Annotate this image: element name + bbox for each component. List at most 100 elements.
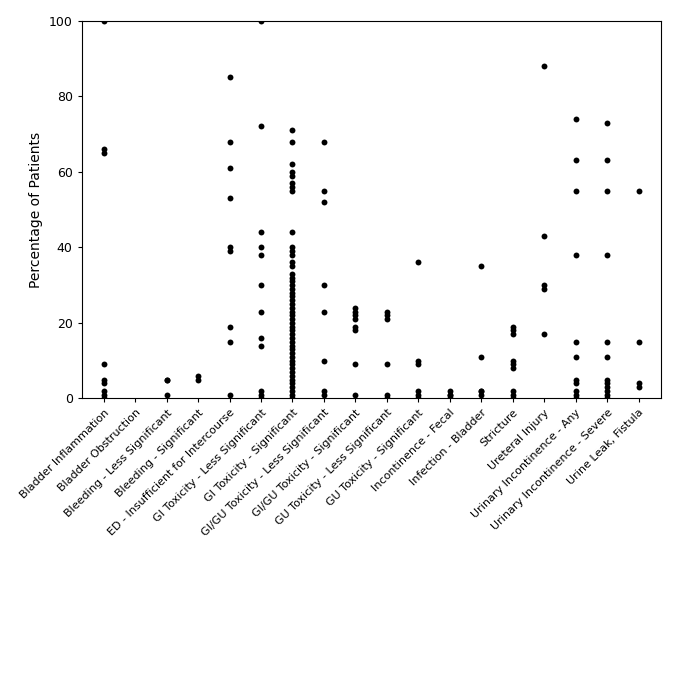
- Point: [319, 185, 330, 196]
- Point: [287, 310, 298, 321]
- Point: [224, 246, 235, 257]
- Point: [601, 185, 612, 196]
- Point: [287, 249, 298, 260]
- Point: [255, 121, 266, 132]
- Point: [476, 389, 487, 400]
- Point: [601, 382, 612, 393]
- Point: [350, 313, 361, 325]
- Point: [255, 333, 266, 344]
- Point: [287, 370, 298, 381]
- Point: [633, 337, 644, 348]
- Point: [444, 389, 455, 400]
- Point: [287, 185, 298, 196]
- Point: [224, 136, 235, 147]
- Point: [350, 310, 361, 321]
- Point: [287, 275, 298, 287]
- Point: [507, 389, 518, 400]
- Point: [350, 322, 361, 333]
- Point: [287, 329, 298, 340]
- Point: [601, 155, 612, 166]
- Point: [224, 322, 235, 333]
- Point: [476, 352, 487, 363]
- Point: [507, 393, 518, 404]
- Point: [287, 352, 298, 363]
- Y-axis label: Percentage of Patients: Percentage of Patients: [29, 131, 44, 288]
- Point: [570, 352, 581, 363]
- Point: [381, 359, 392, 370]
- Point: [287, 337, 298, 348]
- Point: [633, 185, 644, 196]
- Point: [319, 389, 330, 400]
- Point: [570, 389, 581, 400]
- Point: [570, 337, 581, 348]
- Point: [570, 374, 581, 385]
- Point: [319, 280, 330, 291]
- Point: [255, 242, 266, 253]
- Point: [507, 385, 518, 396]
- Point: [507, 325, 518, 336]
- Point: [570, 385, 581, 396]
- Point: [287, 295, 298, 306]
- Point: [476, 385, 487, 396]
- Point: [444, 389, 455, 400]
- Point: [601, 374, 612, 385]
- Point: [601, 389, 612, 400]
- Point: [539, 280, 550, 291]
- Point: [413, 257, 424, 268]
- Point: [287, 325, 298, 336]
- Point: [287, 367, 298, 378]
- Point: [381, 313, 392, 325]
- Point: [507, 363, 518, 374]
- Point: [224, 162, 235, 173]
- Point: [570, 249, 581, 260]
- Point: [287, 363, 298, 374]
- Point: [224, 193, 235, 204]
- Point: [319, 136, 330, 147]
- Point: [287, 181, 298, 192]
- Point: [193, 374, 204, 385]
- Point: [539, 329, 550, 340]
- Point: [287, 348, 298, 359]
- Point: [255, 389, 266, 400]
- Point: [255, 227, 266, 238]
- Point: [476, 261, 487, 272]
- Point: [601, 337, 612, 348]
- Point: [444, 393, 455, 404]
- Point: [98, 389, 109, 400]
- Point: [98, 15, 109, 26]
- Point: [601, 385, 612, 396]
- Point: [193, 370, 204, 381]
- Point: [287, 242, 298, 253]
- Point: [287, 389, 298, 400]
- Point: [413, 359, 424, 370]
- Point: [287, 322, 298, 333]
- Point: [287, 333, 298, 344]
- Point: [381, 306, 392, 317]
- Point: [287, 340, 298, 351]
- Point: [539, 283, 550, 294]
- Point: [287, 355, 298, 366]
- Point: [539, 60, 550, 71]
- Point: [507, 355, 518, 366]
- Point: [319, 306, 330, 317]
- Point: [287, 283, 298, 294]
- Point: [287, 302, 298, 313]
- Point: [98, 393, 109, 404]
- Point: [287, 166, 298, 177]
- Point: [287, 382, 298, 393]
- Point: [287, 246, 298, 257]
- Point: [350, 325, 361, 336]
- Point: [287, 136, 298, 147]
- Point: [539, 231, 550, 242]
- Point: [381, 310, 392, 321]
- Point: [319, 196, 330, 207]
- Point: [601, 117, 612, 128]
- Point: [287, 374, 298, 385]
- Point: [287, 269, 298, 280]
- Point: [255, 249, 266, 260]
- Point: [319, 385, 330, 396]
- Point: [255, 15, 266, 26]
- Point: [287, 317, 298, 328]
- Point: [413, 389, 424, 400]
- Point: [570, 185, 581, 196]
